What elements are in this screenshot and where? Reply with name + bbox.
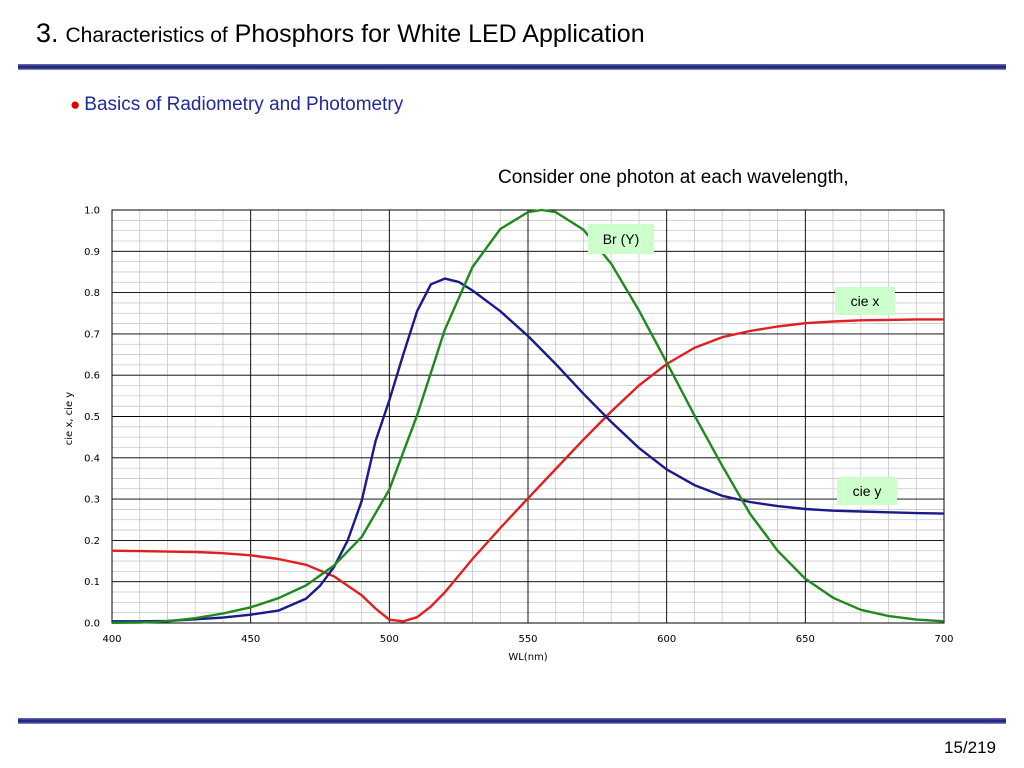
y-tick-label: 0.4 (84, 453, 100, 464)
y-tick-label: 1.0 (84, 206, 100, 217)
x-tick-label: 400 (102, 634, 121, 645)
bullet-text: Basics of Radiometry and Photometry (84, 94, 404, 115)
chart-series-labels: cie x cie y Br (Y) (588, 224, 897, 505)
y-tick-label: 0.2 (84, 536, 100, 547)
chart-x-tick-labels: 400 450 500 550 600 650 700 (102, 634, 953, 645)
y-tick-label: 0.0 (84, 619, 100, 630)
series-line-br-y (111, 208, 945, 624)
chart-plot-frame (111, 209, 945, 624)
y-tick-label: 0.3 (84, 495, 100, 506)
bullet-dot-icon: ● (70, 95, 81, 114)
x-tick-label: 450 (241, 634, 260, 645)
slide-title: 3. Characteristics of Phosphors for Whit… (36, 18, 645, 49)
chart-caption: Consider one photon at each wavelength, (498, 167, 849, 188)
y-tick-label: 0.5 (84, 412, 100, 423)
bullet-heading: ● Basics of Radiometry and Photometry (70, 94, 403, 116)
y-tick-label: 0.1 (84, 577, 100, 588)
series-label-text: cie y (853, 483, 882, 499)
y-tick-label: 0.9 (84, 247, 100, 258)
series-label-cie-x: cie x (835, 287, 895, 315)
x-tick-label: 600 (657, 634, 676, 645)
series-label-br-y: Br (Y) (588, 224, 654, 254)
x-tick-label: 700 (934, 634, 953, 645)
chart-y-tick-labels: 0.0 0.1 0.2 0.3 0.4 0.5 0.6 0.7 0.8 0.9 1.0 (84, 206, 100, 630)
series-label-cie-y: cie y (837, 477, 897, 505)
y-tick-label: 0.7 (84, 329, 100, 340)
chart-series-lines (111, 208, 945, 624)
series-label-box (837, 477, 897, 505)
x-tick-label: 650 (796, 634, 815, 645)
slide-title-number: 3. (36, 18, 59, 48)
series-label-text: cie x (851, 293, 880, 309)
x-tick-label: 500 (380, 634, 399, 645)
chart: 0.0 0.1 0.2 0.3 0.4 0.5 0.6 0.7 0.8 0.9 1.0 400 450… (64, 206, 954, 664)
y-tick-label: 0.6 (84, 371, 100, 382)
y-tick-label: 0.8 (84, 288, 100, 299)
x-tick-label: 550 (518, 634, 537, 645)
series-line-cie-x (111, 318, 944, 623)
slide-title-main: Phosphors for White LED Application (234, 20, 645, 48)
series-line-cie-y (112, 277, 945, 623)
series-label-box (588, 224, 654, 254)
page-number: 15/219 (944, 738, 996, 757)
series-label-text: Br (Y) (603, 231, 640, 247)
top-divider (18, 64, 1006, 70)
chart-x-axis-title: WL(nm) (508, 652, 547, 663)
slide-title-prefix: Characteristics of (65, 24, 228, 47)
chart-y-axis-title: cie x, cie y (64, 392, 75, 445)
series-label-box (835, 287, 895, 315)
bottom-divider (18, 718, 1006, 724)
